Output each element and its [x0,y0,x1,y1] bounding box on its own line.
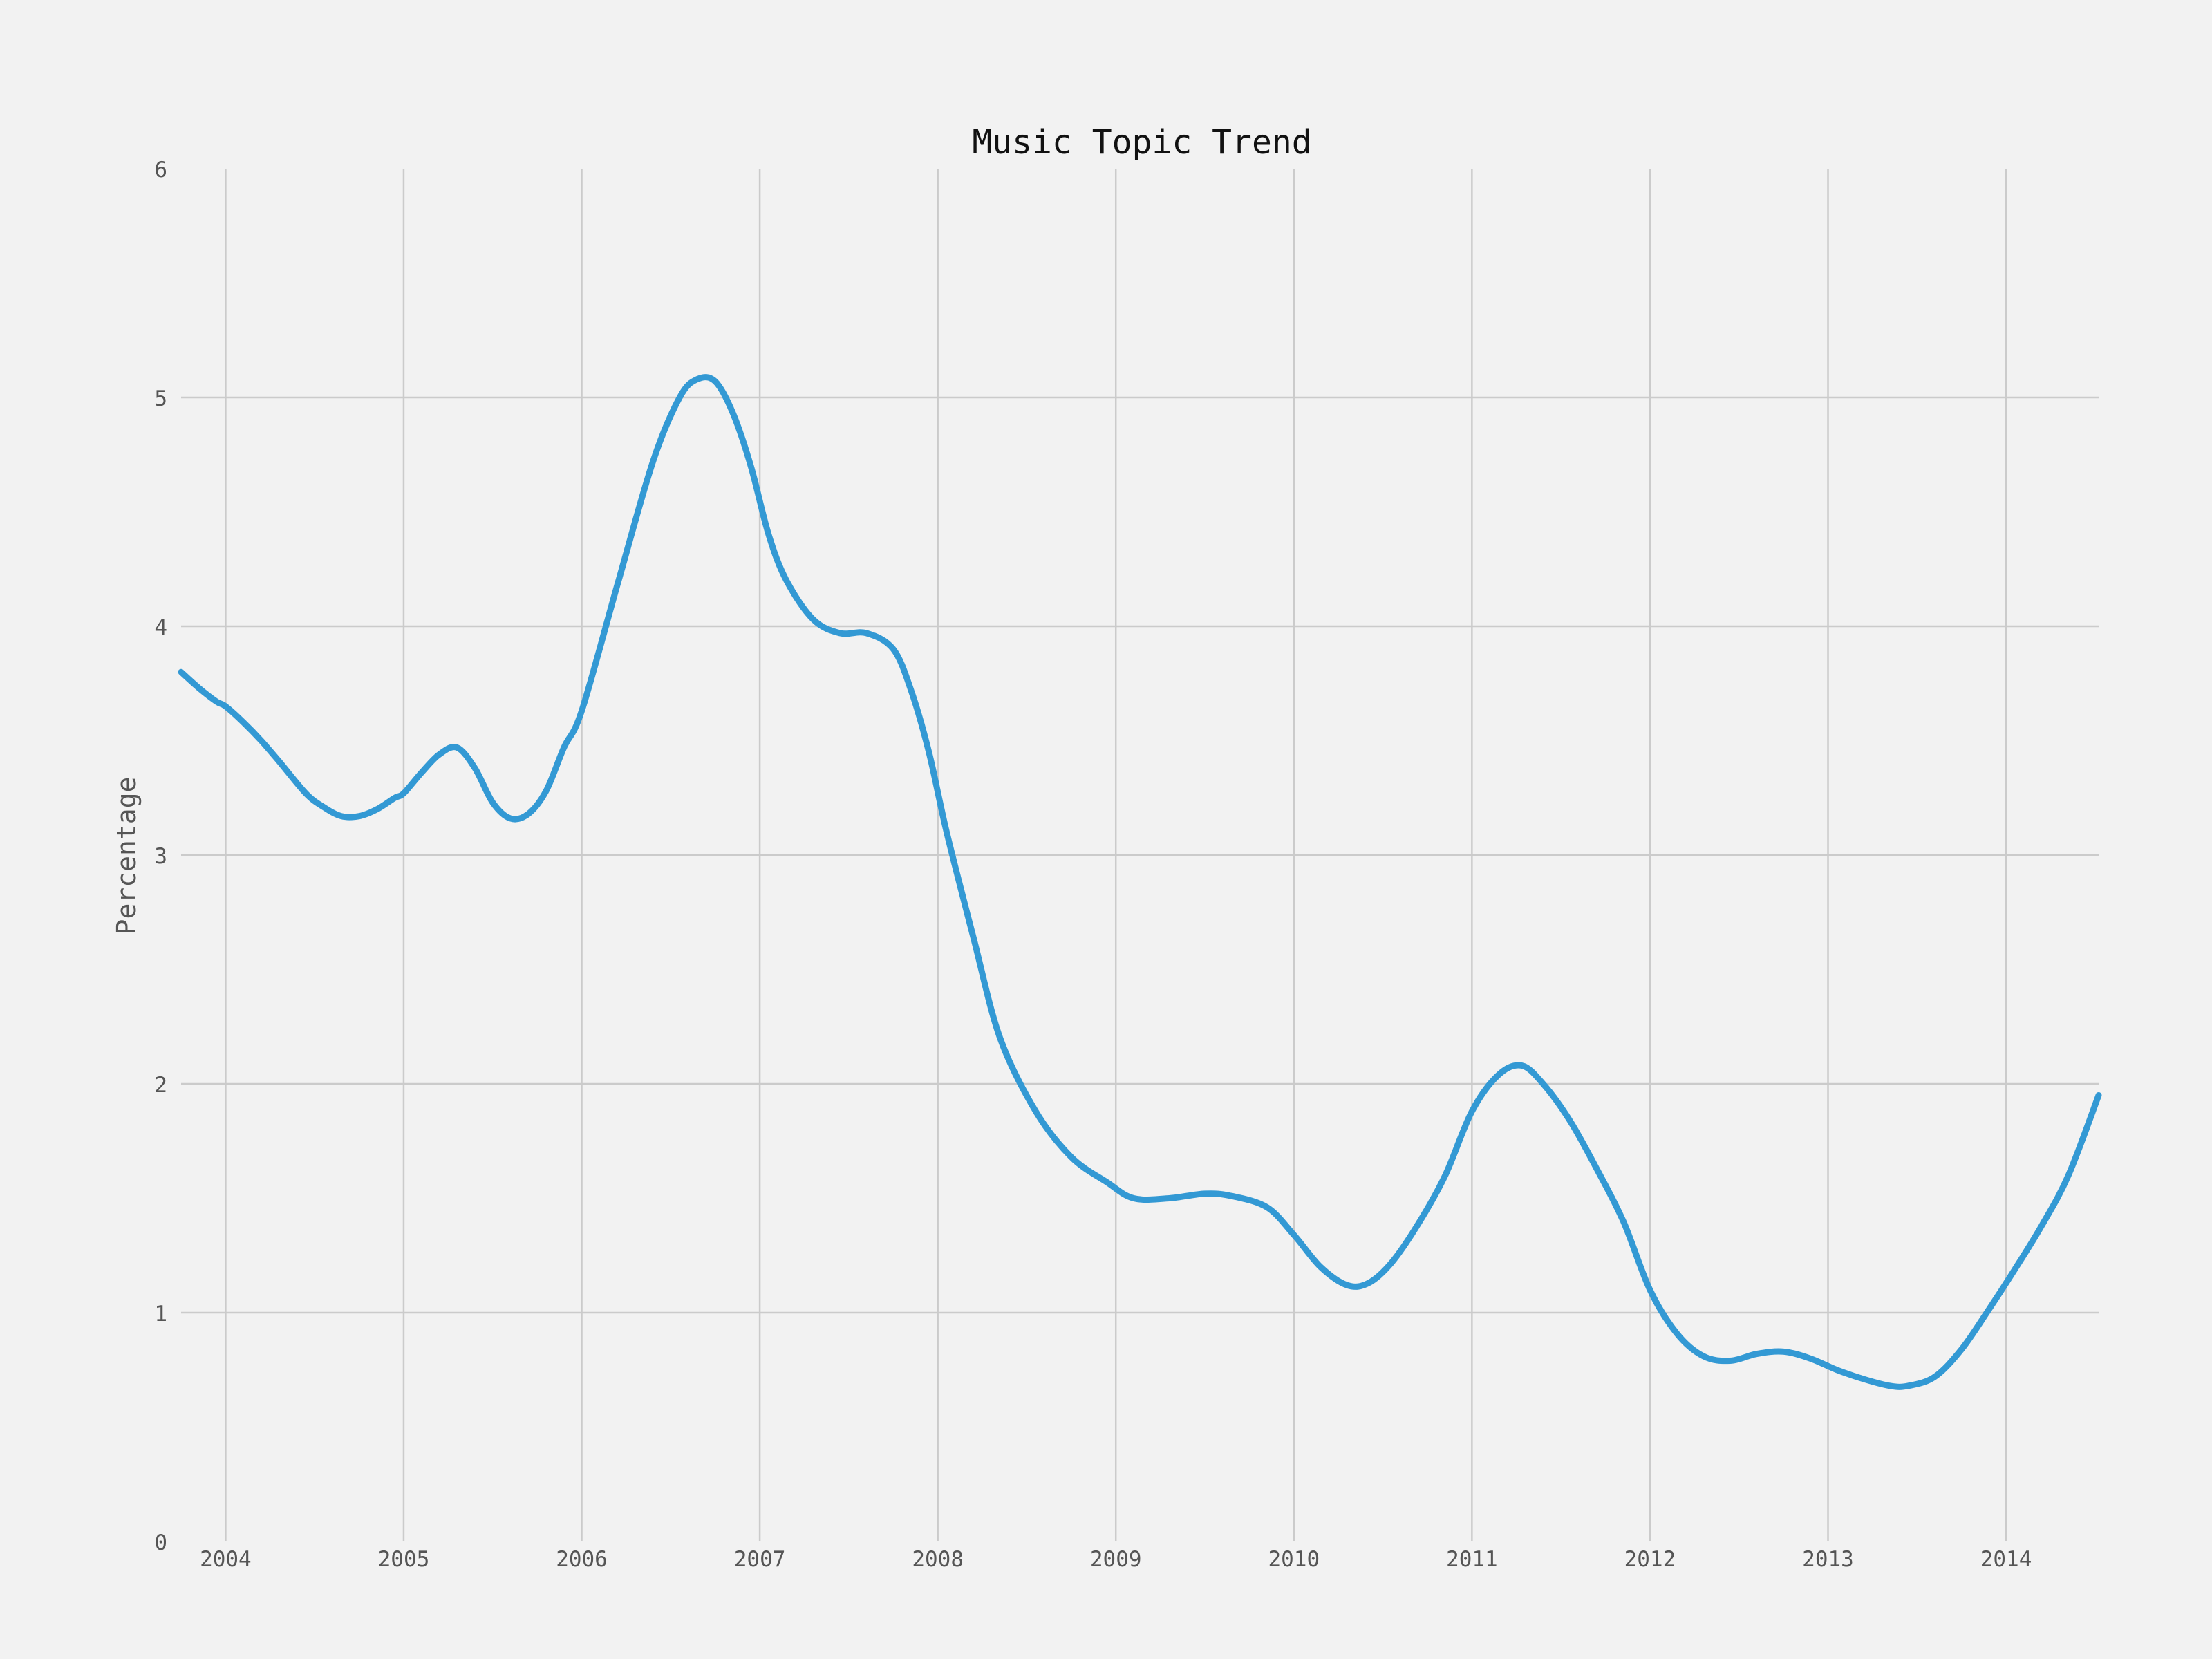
grid-lines [181,169,2099,1541]
y-tick-label: 2 [154,1073,167,1098]
x-tick-label: 2010 [1268,1547,1320,1572]
y-tick-label: 5 [154,386,167,411]
y-tick-label: 4 [154,615,167,640]
x-tick-label: 2012 [1624,1547,1676,1572]
x-tick-label: 2007 [734,1547,786,1572]
series-layer [178,374,2102,1390]
y-tick-label: 6 [154,158,167,182]
x-tick-label: 2009 [1090,1547,1142,1572]
tick-labels: 0 1 2 3 4 5 6 2004 2005 2006 2007 2008 2009 2010 2011 2… [154,158,2032,1572]
x-tick-label: 2013 [1802,1547,1854,1572]
y-axis-label: Percentage [111,777,142,935]
x-tick-label: 2005 [378,1547,430,1572]
x-tick-label: 2004 [200,1547,252,1572]
chart-title: Music Topic Trend [972,123,1311,162]
y-tick-label: 0 [154,1530,167,1555]
x-tick-label: 2008 [912,1547,964,1572]
x-tick-label: 2014 [1980,1547,2032,1572]
series-line [178,374,2102,1390]
y-tick-label: 1 [154,1302,167,1327]
y-tick-label: 3 [154,844,167,869]
x-tick-label: 2006 [556,1547,608,1572]
x-tick-label: 2011 [1446,1547,1498,1572]
